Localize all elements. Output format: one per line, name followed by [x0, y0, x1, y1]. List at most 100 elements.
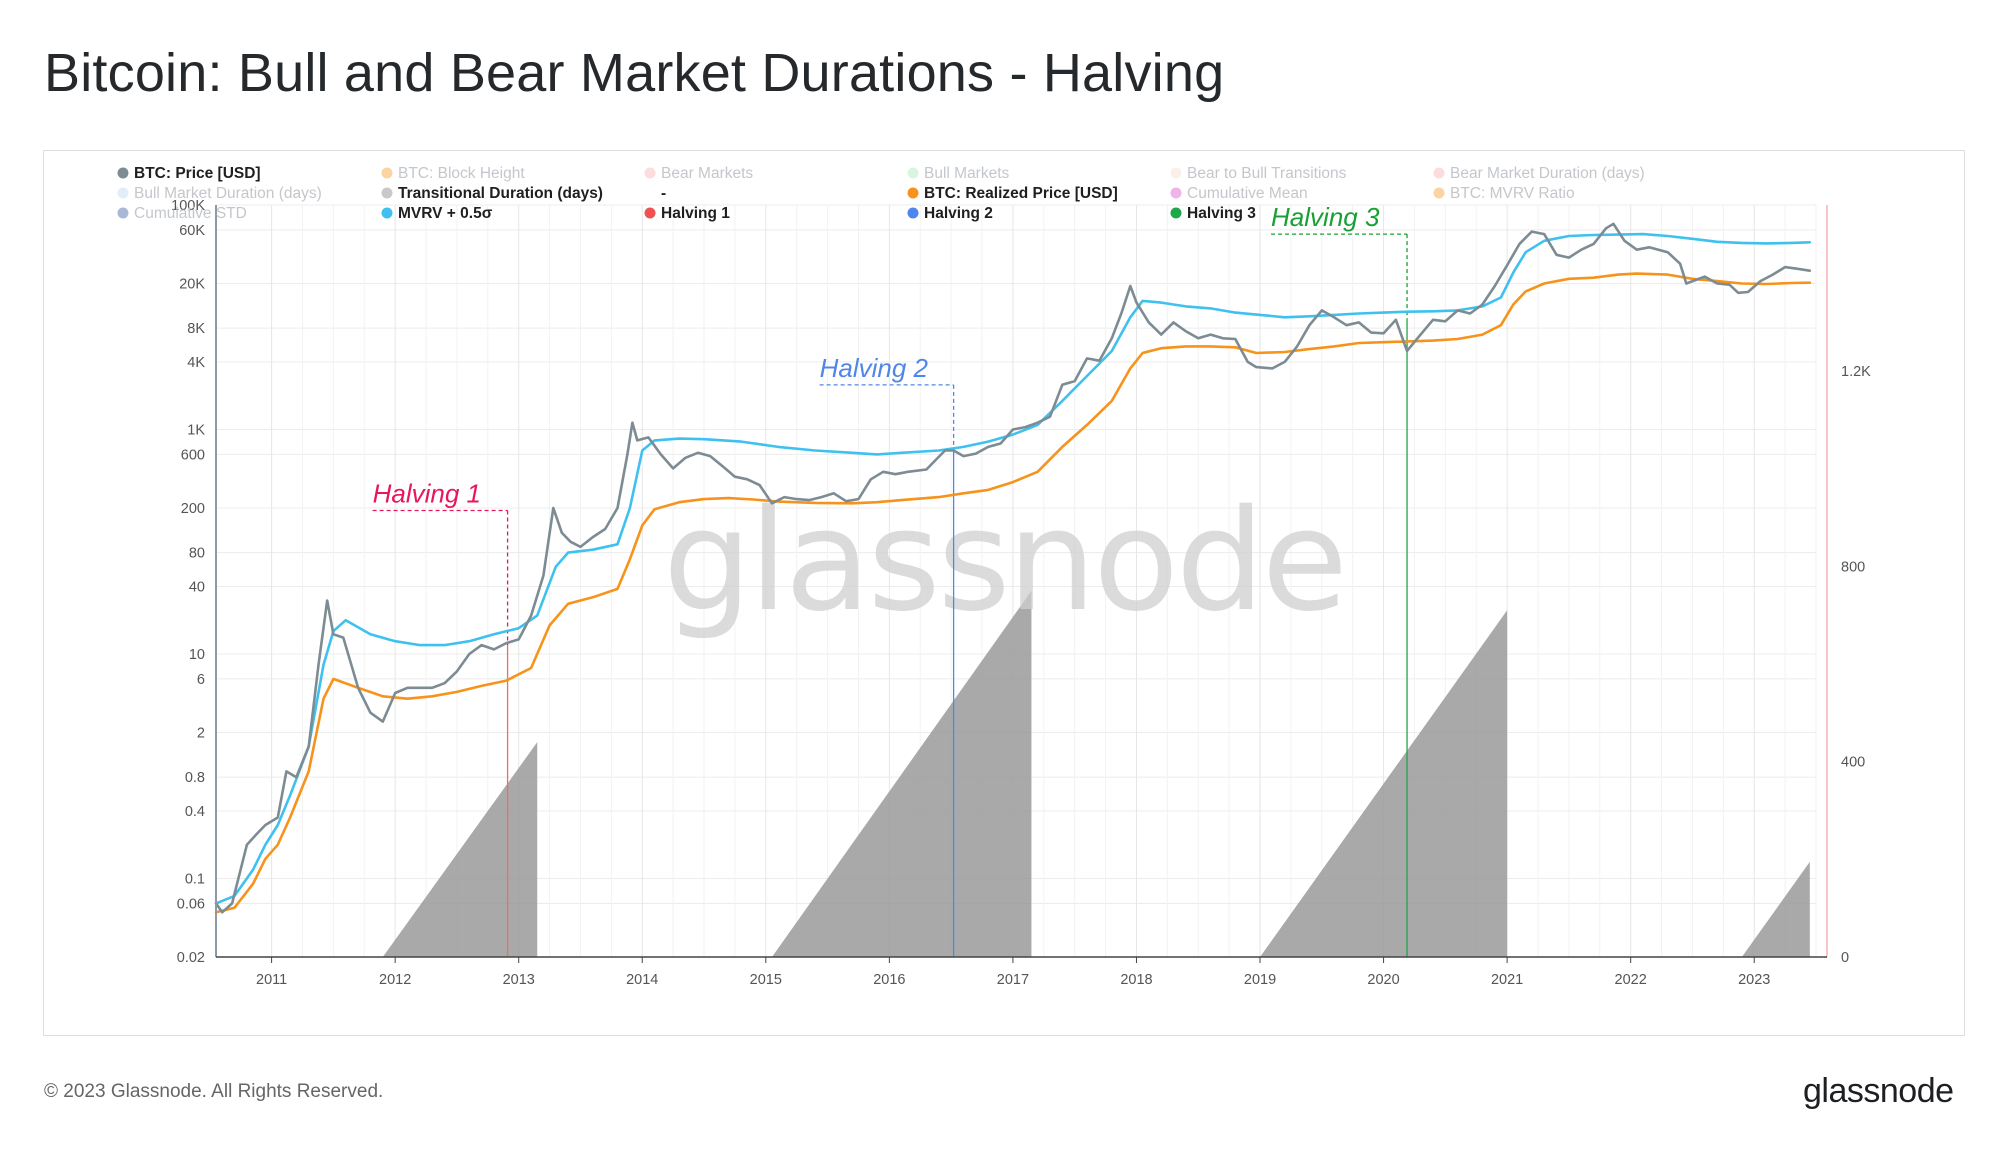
x-tick-label: 2018 — [1120, 972, 1152, 988]
glassnode-logo[interactable]: glassnode — [1803, 1072, 1954, 1110]
page-title: Bitcoin: Bull and Bear Market Durations … — [44, 43, 1225, 103]
legend-label: Bear Market Duration (days) — [1450, 165, 1645, 182]
legend-label: - — [661, 185, 666, 202]
legend-marker — [644, 207, 656, 219]
y-left-tick-label: 1K — [187, 423, 205, 439]
legend-marker — [644, 167, 656, 179]
transitional-duration-area — [382, 742, 538, 957]
halving-markers: Halving 1 Halving 2 Halving 3 — [372, 202, 1408, 957]
watermark: glassnode — [663, 480, 1345, 643]
legend-label: Halving 2 — [924, 205, 993, 222]
transitional-duration-area — [1741, 861, 1810, 957]
series-btc-price-usd — [214, 222, 1812, 914]
y-left-tick-label: 0.1 — [185, 872, 205, 888]
legend-label: Bear Markets — [661, 165, 753, 182]
legend-label: Bull Markets — [924, 165, 1010, 182]
y-left-tick-label: 100K — [171, 198, 205, 214]
legend: BTC: Price [USD] BTC: Block Height Bear Ma… — [117, 165, 1645, 222]
x-tick-label: 2014 — [626, 972, 658, 988]
halving-label: Halving 3 — [1271, 202, 1380, 232]
legend-label: Cumulative STD — [134, 205, 247, 222]
halving-label: Halving 1 — [373, 478, 481, 508]
y-left-tick-label: 0.4 — [185, 804, 205, 820]
x-tick-label: 2019 — [1244, 972, 1276, 988]
legend-item[interactable]: BTC: Block Height — [381, 165, 526, 182]
legend-item[interactable]: Bear Market Duration (days) — [1433, 165, 1645, 182]
x-tick-label: 2012 — [379, 972, 411, 988]
legend-item[interactable]: Cumulative Mean — [1170, 185, 1308, 202]
legend-label: BTC: Block Height — [398, 165, 525, 182]
y-left-tick-label: 40 — [189, 579, 205, 595]
legend-label: BTC: Realized Price [USD] — [924, 185, 1118, 202]
y-left-tick-label: 0.8 — [185, 770, 205, 786]
legend-item[interactable]: Bull Market Duration (days) — [117, 185, 322, 202]
transitional-duration-area — [1260, 610, 1508, 957]
halving-label: Halving 2 — [820, 353, 929, 383]
legend-marker — [381, 187, 393, 199]
legend-marker — [1433, 167, 1445, 179]
legend-label: BTC: MVRV Ratio — [1450, 185, 1575, 202]
y-left-tick-label: 200 — [181, 501, 205, 517]
legend-item[interactable]: Bull Markets — [907, 165, 1010, 182]
legend-item[interactable]: Cumulative STD — [117, 205, 247, 222]
x-tick-label: 2016 — [873, 972, 905, 988]
y-right-tick-label: 800 — [1841, 559, 1865, 575]
x-tick-label: 2017 — [997, 972, 1029, 988]
legend-marker — [381, 167, 393, 179]
y-left-tick-label: 2 — [197, 725, 205, 741]
transitional-duration-areas — [382, 590, 1810, 957]
y-right-tick-label: 0 — [1841, 950, 1849, 966]
y-left-tick-label: 20K — [179, 276, 205, 292]
chart-svg: glassnode Halving 1 Halving 2 Halving 3 10… — [117, 165, 1871, 988]
transitional-duration-area — [771, 590, 1032, 957]
y-left-tick-label: 80 — [189, 546, 205, 562]
y-left-tick-label: 0.06 — [177, 896, 205, 912]
legend-marker — [1170, 167, 1182, 179]
x-tick-label: 2020 — [1367, 972, 1399, 988]
legend-item[interactable]: BTC: Realized Price [USD] — [907, 185, 1118, 202]
legend-label: Halving 3 — [1187, 205, 1256, 222]
legend-marker — [117, 207, 129, 219]
series-btc-realized-price-usd — [214, 272, 1812, 914]
y-left-tick-label: 6 — [197, 672, 205, 688]
legend-marker — [907, 187, 919, 199]
y-right-tick-label: 400 — [1841, 755, 1865, 771]
y-left-tick-label: 600 — [181, 447, 205, 463]
series-mvrv-0-5 — [214, 232, 1812, 905]
y-left-tick-label: 8K — [187, 321, 205, 337]
x-tick-label: 2021 — [1491, 972, 1523, 988]
legend-label: Halving 1 — [661, 205, 730, 222]
legend-item[interactable]: Halving 1 — [644, 205, 731, 222]
footer-copyright: © 2023 Glassnode. All Rights Reserved. — [44, 1081, 384, 1102]
x-tick-label: 2023 — [1738, 972, 1770, 988]
legend-label: Transitional Duration (days) — [398, 185, 603, 202]
y-right-tick-label: 1.2K — [1841, 364, 1871, 380]
legend-label: Bear to Bull Transitions — [1187, 165, 1347, 182]
legend-item[interactable]: Bear Markets — [644, 165, 754, 182]
legend-item[interactable]: Halving 2 — [907, 205, 993, 222]
x-tick-label: 2015 — [750, 972, 782, 988]
legend-marker — [1433, 187, 1445, 199]
y-left-tick-label: 10 — [189, 647, 205, 663]
legend-marker — [907, 207, 919, 219]
legend-marker — [907, 167, 919, 179]
legend-label: MVRV + 0.5σ — [398, 205, 493, 222]
legend-item[interactable]: Halving 3 — [1170, 205, 1257, 222]
legend-item[interactable]: BTC: MVRV Ratio — [1433, 185, 1575, 202]
legend-label: BTC: Price [USD] — [134, 165, 261, 182]
chart-frame: glassnode Halving 1 Halving 2 Halving 3 10… — [43, 150, 1965, 1036]
legend-item[interactable]: Bear to Bull Transitions — [1170, 165, 1347, 182]
y-left-tick-label: 4K — [187, 355, 205, 371]
x-tick-label: 2011 — [256, 972, 287, 988]
legend-item[interactable]: - — [661, 185, 666, 202]
legend-item[interactable]: MVRV + 0.5σ — [381, 205, 493, 222]
x-tick-label: 2013 — [503, 972, 535, 988]
legend-item[interactable]: Transitional Duration (days) — [381, 185, 603, 202]
legend-marker — [1170, 187, 1182, 199]
legend-marker — [117, 187, 129, 199]
legend-marker — [381, 207, 393, 219]
legend-item[interactable]: BTC: Price [USD] — [117, 165, 261, 182]
legend-marker — [1170, 207, 1182, 219]
y-left-tick-label: 60K — [179, 223, 205, 239]
y-left-tick-label: 0.02 — [177, 950, 205, 966]
